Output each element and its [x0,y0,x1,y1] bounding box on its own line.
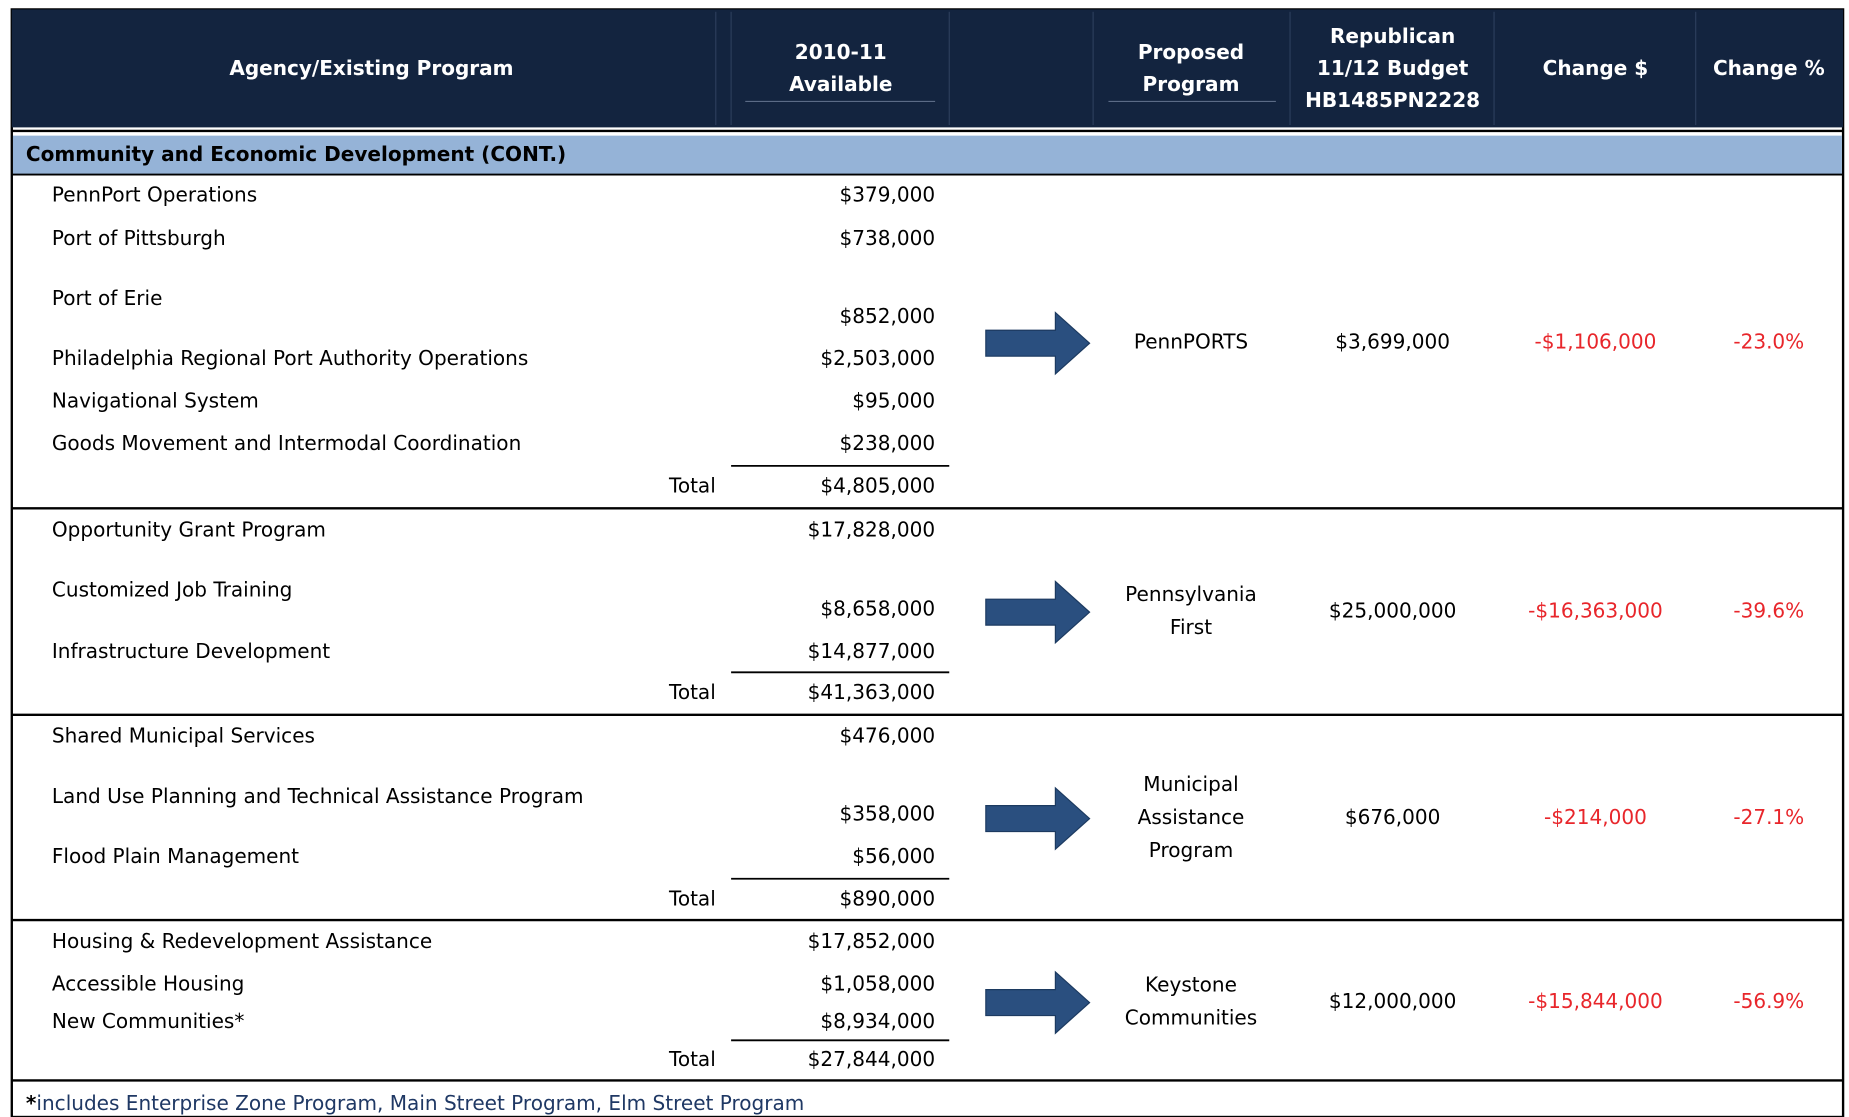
program-name: Opportunity Grant Program [52,517,326,541]
proposed-program: First [1170,615,1212,639]
program-name: Philadelphia Regional Port Authority Ope… [52,346,528,370]
section-title: Community and Economic Development (CONT… [26,142,566,166]
header-label: Proposed [1138,40,1244,64]
header-label: 11/12 Budget [1317,56,1469,80]
change-percent: -56.9% [1733,989,1804,1013]
change-percent: -39.6% [1733,599,1804,623]
program-amount: $476,000 [840,724,936,748]
proposed-program: Pennsylvania [1125,582,1257,606]
budget: $3,699,000 [1335,330,1450,354]
change-percent: -23.0% [1733,330,1804,354]
table: Agency/Existing Program 2010-11 Available P… [10,8,1845,1117]
arrow [985,580,1091,645]
budget: $25,000,000 [1329,599,1456,623]
proposed-program: Communities [1125,1006,1257,1030]
header-band [11,9,1844,128]
header-label: Available [789,72,892,96]
program-amount: $379,000 [840,182,936,206]
program-name: New Communities* [52,1009,244,1033]
program-name: Goods Movement and Intermodal Coordinati… [52,431,521,455]
budget: $12,000,000 [1329,989,1456,1013]
footnote-mark: * [26,1091,37,1115]
program-amount: $17,828,000 [808,517,935,541]
footnote: *includes Enterprise Zone Program, Main … [26,1091,804,1115]
program-amount: $14,877,000 [808,639,935,663]
proposed-program: Keystone [1145,973,1237,997]
arrow [985,786,1091,851]
header-label: Program [1143,72,1240,96]
total-amount: $890,000 [840,886,936,910]
program-amount: $358,000 [840,802,936,826]
header-label: Agency/Existing Program [229,56,513,80]
program-name: Housing & Redevelopment Assistance [52,929,432,953]
arrow [985,311,1091,376]
program-amount: $8,658,000 [820,596,935,620]
total-amount: $4,805,000 [820,474,935,498]
change-amount: -$16,363,000 [1528,599,1663,623]
program-amount: $852,000 [840,304,936,328]
program-name: Shared Municipal Services [52,724,315,748]
header-label: 2010-11 [795,40,887,64]
program-name: Accessible Housing [52,971,245,995]
header-label: Change % [1713,56,1825,80]
program-amount: $95,000 [852,389,935,413]
budget: $676,000 [1345,805,1441,829]
arrow [985,970,1091,1035]
header-label: HB1485PN2228 [1305,88,1480,112]
section-band [12,135,1842,175]
footnote-text: includes Enterprise Zone Program, Main S… [36,1091,804,1115]
program-name: Infrastructure Development [52,639,330,663]
proposed-program: Municipal [1143,772,1238,796]
total-amount: $41,363,000 [808,680,935,704]
program-name: Port of Erie [52,286,163,310]
program-amount: $2,503,000 [820,346,935,370]
program-amount: $238,000 [840,431,936,455]
proposed-program: Assistance [1138,805,1245,829]
program-name: Customized Job Training [52,577,292,601]
total-label: Total [668,680,716,704]
program-name: Land Use Planning and Technical Assistan… [52,784,584,808]
table-border [10,8,1845,1117]
total-label: Total [668,886,716,910]
proposed-program: PennPORTS [1134,330,1248,354]
program-name: Flood Plain Management [52,844,299,868]
proposed-program: Program [1149,838,1234,862]
program-amount: $1,058,000 [820,971,935,995]
change-percent: -27.1% [1733,805,1804,829]
program-amount: $17,852,000 [808,929,935,953]
program-amount: $738,000 [840,226,936,250]
program-name: Navigational System [52,389,259,413]
total-amount: $27,844,000 [808,1047,935,1071]
program-amount: $8,934,000 [820,1009,935,1033]
program-name: PennPort Operations [52,182,257,206]
program-amount: $56,000 [852,844,935,868]
change-amount: -$214,000 [1544,805,1647,829]
change-amount: -$15,844,000 [1528,989,1663,1013]
program-name: Port of Pittsburgh [52,226,226,250]
header-label: Republican [1330,24,1455,48]
header-label: Change $ [1543,56,1649,80]
total-label: Total [668,1047,716,1071]
change-amount: -$1,106,000 [1535,330,1657,354]
total-label: Total [668,474,716,498]
